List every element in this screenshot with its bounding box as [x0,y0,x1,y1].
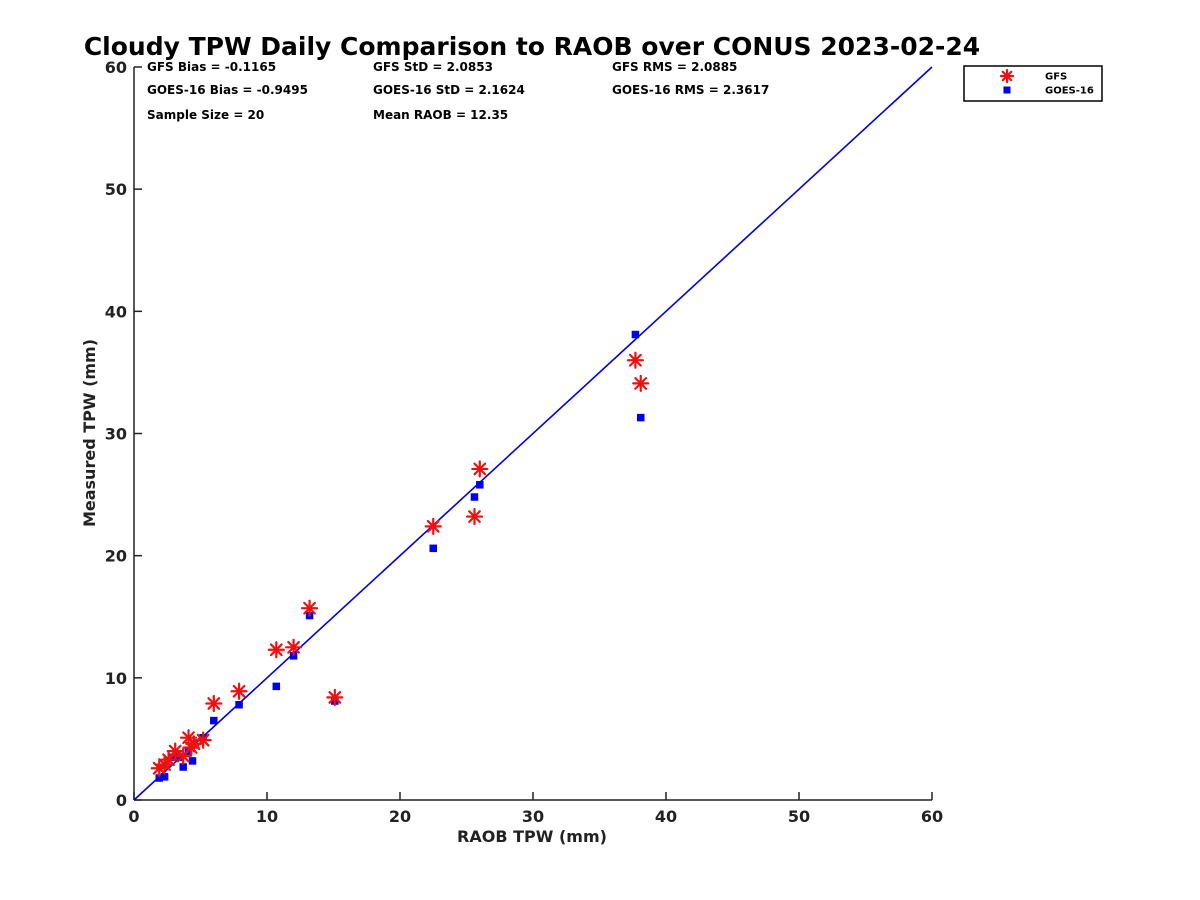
y-tick-label: 50 [105,180,127,199]
gfs-point [230,682,248,700]
legend-label: GFS [1045,72,1067,83]
gfs-point [174,747,192,765]
stats-block: GFS Bias = -0.1165 GFS StD = 2.0853 GFS … [147,60,769,122]
x-tick-label: 60 [921,807,943,826]
x-tick-label: 20 [389,807,411,826]
gfs-point [626,351,645,369]
gfs-point [471,460,489,478]
goes16-point [210,716,218,725]
goes16-point [631,330,640,339]
goes16-point [470,493,479,501]
gfs-point [300,599,319,617]
goes16-point [175,753,183,761]
stat-sample-size: Sample Size = 20 [147,108,264,122]
chart-title: Cloudy TPW Daily Comparison to RAOB over… [84,32,980,61]
stat-mean-raob: Mean RAOB = 12.35 [373,108,508,122]
legend-label: GOES-16 [1045,86,1094,97]
y-tick-label: 30 [105,425,127,444]
y-tick-label: 10 [105,669,127,688]
legend-marker-gfs [999,68,1015,84]
gfs-point [326,688,344,706]
x-tick-label: 0 [128,807,139,826]
goes16-point [636,413,645,422]
goes16-point [429,544,437,553]
y-tick-label: 60 [105,58,127,77]
goes16-point [155,774,164,782]
data-marks [150,330,650,782]
gfs-point [285,638,303,656]
goes16-point [235,700,243,709]
gfs-point [267,641,285,659]
stat-goes-bias: GOES-16 Bias = -0.9495 [147,83,308,97]
legend-marker-goes16 [1003,86,1011,94]
x-axis-label: RAOB TPW (mm) [457,827,607,846]
gfs-point [465,507,484,526]
stat-goes-std: GOES-16 StD = 2.1624 [373,83,525,97]
goes16-point [272,682,281,691]
goes16-point [179,763,187,771]
y-tick-label: 20 [105,547,127,566]
y-axis-label: Measured TPW (mm) [80,339,99,527]
stat-gfs-rms: GFS RMS = 2.0885 [612,60,737,74]
gfs-point [205,694,223,713]
goes16-point [188,757,197,765]
legend-box [963,65,1103,102]
y-tick-label: 40 [105,302,127,321]
stat-goes-rms: GOES-16 RMS = 2.3617 [612,83,769,97]
gfs-point [424,517,442,535]
stat-gfs-bias: GFS Bias = -0.1165 [147,60,276,74]
x-tick-label: 10 [256,807,278,826]
gfs-point [194,731,212,749]
goes16-point [476,481,484,489]
one-to-one-line-group [133,66,933,801]
goes16-point [160,773,169,781]
y-tick-label: 0 [116,791,127,810]
gfs-point [159,751,178,769]
axes: 0 10 20 30 40 50 60 0 10 20 30 40 50 60 [105,58,943,826]
legend: GFS GOES-16 [963,65,1103,102]
one-to-one-line [133,66,933,801]
x-tick-label: 50 [788,807,810,826]
x-tick-label: 40 [655,807,677,826]
gfs-point [632,374,650,393]
x-tick-label: 30 [522,807,544,826]
stat-gfs-std: GFS StD = 2.0853 [373,60,493,74]
